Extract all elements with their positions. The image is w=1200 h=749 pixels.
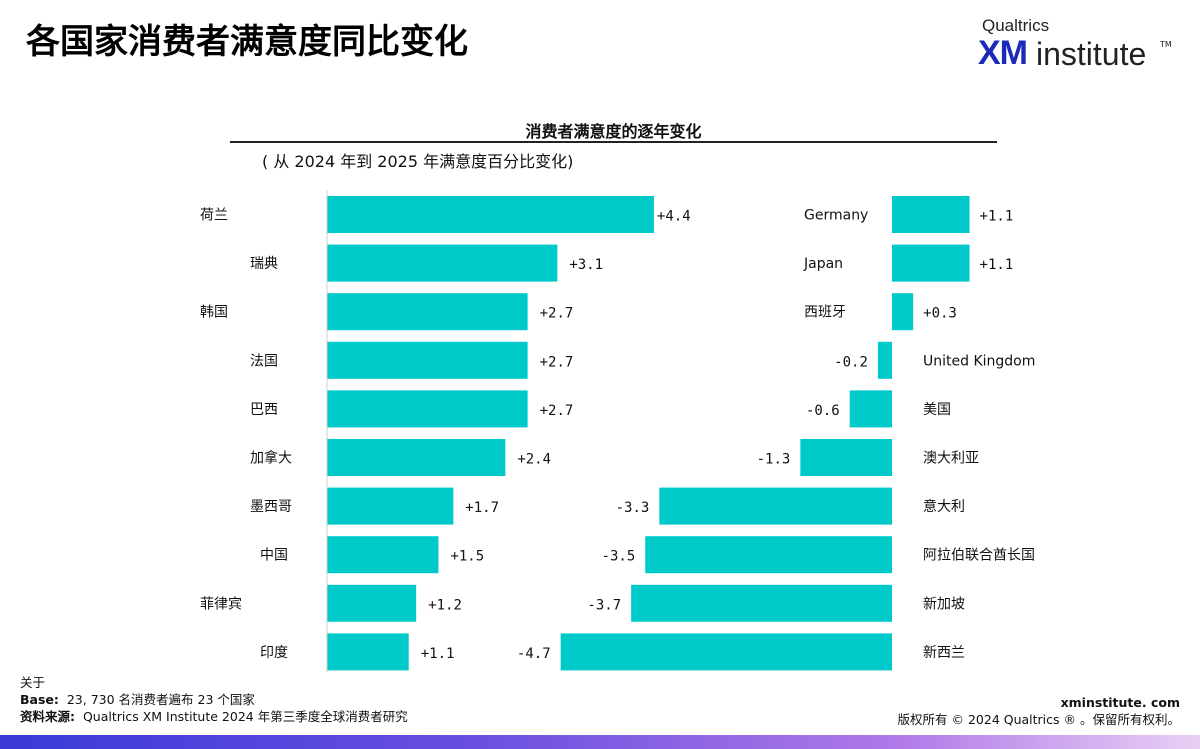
category-label: 巴西 <box>250 402 278 418</box>
bar-15 <box>849 390 892 428</box>
data-label: +1.1 <box>980 257 1014 273</box>
data-label: -1.3 <box>757 452 791 468</box>
footer-source-label: 资料来源: <box>20 709 75 724</box>
category-label: 法国 <box>250 353 278 369</box>
data-label: +2.4 <box>517 452 551 468</box>
category-label: 菲律宾 <box>200 596 242 612</box>
footer-about: 关于 <box>20 675 46 690</box>
footer-base: Base: 23, 730 名消费者遍布 23 个国家 <box>20 691 440 708</box>
category-label: 意大利 <box>923 498 965 515</box>
footer-base-text: 23, 730 名消费者遍布 23 个国家 <box>66 692 255 707</box>
logo-institute-text: institute <box>1036 36 1147 72</box>
category-label: United Kingdom <box>923 353 1035 369</box>
category-label: 荷兰 <box>200 208 228 224</box>
bar-18 <box>645 536 892 574</box>
data-label: +2.7 <box>540 403 574 419</box>
bar-2 <box>327 244 558 282</box>
xm-institute-logo: Qualtrics XM institute TM <box>978 14 1178 74</box>
bar-6 <box>327 439 506 476</box>
data-label: +2.7 <box>540 306 574 322</box>
data-label: +1.5 <box>450 549 484 565</box>
footer-gradient-band <box>0 735 1200 749</box>
data-label: +1.1 <box>980 209 1014 225</box>
data-label: -4.7 <box>517 646 551 662</box>
logo-xm-text: XM <box>978 34 1028 72</box>
bar-1 <box>327 196 654 233</box>
bar-11 <box>892 196 970 233</box>
category-label: Japan <box>803 256 843 272</box>
bar-20 <box>560 633 892 671</box>
logo-qualtrics-text: Qualtrics <box>982 16 1050 35</box>
category-label: 韩国 <box>200 305 228 321</box>
category-label: 加拿大 <box>250 450 292 467</box>
bar-8 <box>327 536 439 574</box>
bar-14 <box>877 341 892 379</box>
bar-17 <box>659 487 892 525</box>
data-label: -0.2 <box>834 354 868 370</box>
footer-copyright: 版权所有 © 2024 Qualtrics ® 。保留所有权利。 <box>897 712 1180 727</box>
data-label: -3.7 <box>587 597 621 613</box>
logo-tm-mark: TM <box>1160 40 1172 49</box>
data-label: +1.7 <box>465 500 499 516</box>
category-label: 阿拉伯联合酋长国 <box>923 547 1035 564</box>
footer-source: 资料来源: Qualtrics XM Institute 2024 年第三季度全… <box>20 708 440 725</box>
bar-7 <box>327 487 454 525</box>
bar-19 <box>631 584 892 622</box>
data-label: +1.2 <box>428 597 462 613</box>
category-label: 新加坡 <box>923 596 965 612</box>
page-title: 各国家消费者满意度同比变化 <box>26 22 468 62</box>
category-label: 印度 <box>260 645 288 661</box>
bar-13 <box>892 293 914 331</box>
bar-4 <box>327 341 528 379</box>
data-label: -3.5 <box>602 549 636 565</box>
category-label: 中国 <box>260 548 288 564</box>
bar-9 <box>327 584 417 622</box>
data-label: -3.3 <box>616 500 650 516</box>
data-label: +4.4 <box>657 209 691 225</box>
data-label: -0.6 <box>806 403 840 419</box>
footer-notes: 关于 Base: 23, 730 名消费者遍布 23 个国家 资料来源: Qua… <box>20 674 440 725</box>
footer-source-text: Qualtrics XM Institute 2024 年第三季度全球消费者研究 <box>82 709 408 724</box>
category-label: Germany <box>804 208 868 224</box>
category-label: 新西兰 <box>923 645 965 661</box>
bar-12 <box>892 244 970 282</box>
category-label: 墨西哥 <box>250 499 292 515</box>
chart-title-rule <box>230 141 997 143</box>
data-label: +1.1 <box>421 646 455 662</box>
category-label: 瑞典 <box>250 256 278 272</box>
footer-base-label: Base: <box>20 692 59 707</box>
footer-right: xminstitute. com 版权所有 © 2024 Qualtrics ®… <box>898 694 1180 728</box>
bar-5 <box>327 390 528 428</box>
bar-10 <box>327 633 409 671</box>
category-label: 西班牙 <box>804 305 846 321</box>
bar-16 <box>800 439 892 476</box>
category-label: 澳大利亚 <box>923 451 979 467</box>
data-label: +2.7 <box>540 354 574 370</box>
chart-subtitle: ( 从 2024 年到 2025 年满意度百分比变化) <box>262 152 574 171</box>
data-label: +3.1 <box>569 257 603 273</box>
footer-site-link[interactable]: xminstitute. com <box>1060 695 1180 710</box>
chart-title: 消费者满意度的逐年变化 <box>525 122 702 141</box>
data-label: +0.3 <box>923 306 957 322</box>
category-label: 美国 <box>923 402 951 418</box>
bar-3 <box>327 293 528 331</box>
